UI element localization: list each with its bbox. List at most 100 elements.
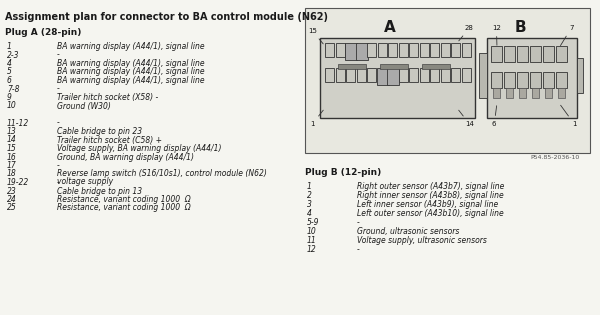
Bar [338,64,366,69]
Text: Cable bridge to pin 23: Cable bridge to pin 23 [57,127,142,136]
Bar [387,68,399,85]
Text: -: - [57,84,60,94]
Text: 16: 16 [7,152,17,162]
Bar [532,88,539,98]
Bar [530,46,541,62]
Bar [487,38,577,118]
Text: 15: 15 [308,28,323,44]
Text: Trailer hitch socket (X58) -: Trailer hitch socket (X58) - [57,93,158,102]
Bar [545,88,552,98]
Bar [504,72,515,88]
Text: Right outer sensor (A43b7), signal line: Right outer sensor (A43b7), signal line [357,182,505,191]
Text: 1: 1 [560,105,577,127]
Bar [530,72,541,88]
Bar [419,43,428,57]
Bar [430,68,439,82]
Text: Assignment plan for connector to BA control module (N62): Assignment plan for connector to BA cont… [5,12,328,22]
Text: Resistance, variant coding 1000  Ω: Resistance, variant coding 1000 Ω [57,203,191,213]
Bar [451,68,460,82]
Bar [345,43,357,60]
Text: -: - [357,245,360,254]
Bar [558,88,565,98]
Bar [556,72,567,88]
Bar [543,46,554,62]
Bar [519,88,526,98]
Bar [367,68,376,82]
Text: A: A [384,20,396,35]
Bar [355,43,367,60]
Text: Left inner sensor (A43b9), signal line: Left inner sensor (A43b9), signal line [357,200,498,209]
Text: voltage supply: voltage supply [57,177,113,186]
Text: B: B [514,20,526,35]
Bar [335,68,344,82]
Text: Right inner sensor (A43b8), signal line: Right inner sensor (A43b8), signal line [357,191,504,200]
Bar [398,43,407,57]
Bar [377,68,389,85]
FancyBboxPatch shape [305,8,590,153]
Text: 3: 3 [307,200,312,209]
Text: Ground, BA warning display (A44/1): Ground, BA warning display (A44/1) [57,152,194,162]
Bar [461,43,470,57]
Text: 11: 11 [307,236,317,245]
Text: 1: 1 [310,110,323,127]
Bar [491,46,502,62]
Bar [491,72,502,88]
Bar [556,46,567,62]
Text: Reverse lamp switch (S16/10s1), control module (N62): Reverse lamp switch (S16/10s1), control … [57,169,267,179]
Text: Voltage supply, ultrasonic sensors: Voltage supply, ultrasonic sensors [357,236,487,245]
Text: -: - [57,161,60,170]
Text: Resistance, variant coding 1000  Ω: Resistance, variant coding 1000 Ω [57,195,191,204]
Bar [430,43,439,57]
Text: 10: 10 [307,227,317,236]
Bar [440,68,449,82]
Text: BA warning display (A44/1), signal line: BA warning display (A44/1), signal line [57,67,205,77]
Text: Ground (W30): Ground (W30) [57,101,111,111]
Bar [504,46,515,62]
Text: 1: 1 [7,42,12,51]
Text: 15: 15 [7,144,17,153]
Text: 17: 17 [7,161,17,170]
Text: Voltage supply, BA warning display (A44/1): Voltage supply, BA warning display (A44/… [57,144,221,153]
Text: 23: 23 [7,186,17,196]
Bar [543,72,554,88]
Bar [409,43,418,57]
Text: 28: 28 [459,25,474,41]
Bar [517,46,528,62]
Text: 2-3: 2-3 [7,50,19,60]
Text: 12: 12 [307,245,317,254]
Bar [398,68,407,82]
Text: 24: 24 [7,195,17,204]
Text: 25: 25 [7,203,17,213]
Text: 5-9: 5-9 [307,218,320,227]
Text: Left outer sensor (A43b10), signal line: Left outer sensor (A43b10), signal line [357,209,504,218]
Bar [325,68,334,82]
Text: 5: 5 [7,67,12,77]
Text: BA warning display (A44/1), signal line: BA warning display (A44/1), signal line [57,59,205,68]
Text: BA warning display (A44/1), signal line: BA warning display (A44/1), signal line [57,42,205,51]
Text: 6: 6 [7,76,12,85]
Bar [440,43,449,57]
Text: Trailer hitch socket (C58) +: Trailer hitch socket (C58) + [57,135,162,145]
Text: 2: 2 [307,191,312,200]
Text: 18: 18 [7,169,17,179]
Text: -: - [357,218,360,227]
Text: 14: 14 [7,135,17,145]
Text: BA warning display (A44/1), signal line: BA warning display (A44/1), signal line [57,76,205,85]
Bar [461,68,470,82]
Text: 6: 6 [492,106,497,127]
Text: Ground, ultrasonic sensors: Ground, ultrasonic sensors [357,227,460,236]
Text: 13: 13 [7,127,17,136]
Bar [325,43,334,57]
Bar [506,88,513,98]
Text: 4: 4 [7,59,12,68]
Bar [493,88,500,98]
Bar [335,43,344,57]
Bar [356,68,365,82]
Text: P54.85-2036-10: P54.85-2036-10 [531,155,580,160]
Bar [517,72,528,88]
Text: -: - [57,50,60,60]
Text: Cable bridge to pin 13: Cable bridge to pin 13 [57,186,142,196]
Text: 9: 9 [7,93,12,102]
Text: Plug A (28-pin): Plug A (28-pin) [5,28,82,37]
Text: 4: 4 [307,209,312,218]
